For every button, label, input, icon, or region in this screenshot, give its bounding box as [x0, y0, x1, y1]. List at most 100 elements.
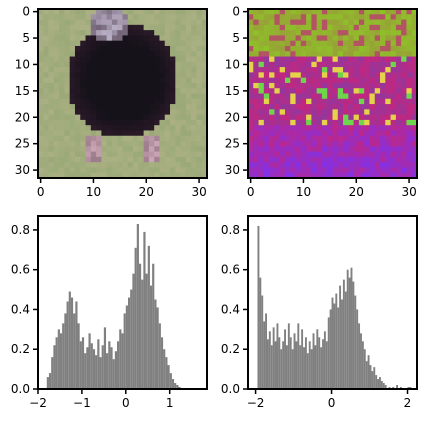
image-pixel — [48, 82, 55, 89]
image-pixel — [80, 82, 86, 89]
image-pixel — [80, 56, 86, 63]
image-pixel — [274, 45, 281, 52]
image-pixel — [191, 114, 197, 121]
image-pixel — [406, 72, 413, 79]
image-pixel — [133, 45, 139, 52]
image-pixel — [332, 35, 339, 42]
image-pixel — [290, 56, 296, 63]
image-pixel — [175, 156, 181, 163]
image-pixel — [127, 77, 134, 84]
histogram-bar — [276, 323, 279, 389]
image-pixel — [122, 151, 129, 158]
x-tick-label: 1 — [166, 396, 174, 410]
image-pixel — [185, 167, 192, 174]
image-pixel — [406, 135, 413, 142]
image-pixel — [269, 88, 275, 94]
y-tick-label: 0.4 — [11, 302, 30, 316]
image-pixel — [401, 9, 407, 15]
image-pixel — [332, 14, 339, 20]
image-pixel — [369, 24, 376, 31]
image-pixel — [164, 35, 171, 42]
image-pixel — [111, 45, 118, 52]
image-pixel — [80, 77, 86, 84]
image-pixel — [59, 24, 65, 31]
image-pixel — [364, 98, 370, 105]
image-pixel — [180, 14, 187, 20]
image-pixel — [369, 162, 376, 168]
image-pixel — [385, 82, 391, 89]
image-pixel — [306, 88, 312, 94]
image-pixel — [390, 104, 397, 110]
image-pixel — [143, 135, 150, 142]
image-pixel — [85, 88, 92, 94]
image-pixel — [295, 45, 302, 52]
image-pixel — [170, 167, 176, 174]
image-pixel — [263, 72, 270, 79]
image-pixel — [295, 14, 302, 20]
image-pixel — [133, 51, 139, 57]
image-pixel — [201, 82, 208, 89]
image-pixel — [164, 88, 171, 94]
image-pixel — [364, 51, 370, 57]
image-pixel — [148, 93, 155, 100]
image-pixel — [284, 72, 291, 79]
image-pixel — [406, 146, 413, 152]
image-pixel — [170, 162, 176, 168]
image-pixel — [395, 24, 402, 31]
image-pixel — [59, 82, 65, 89]
image-pixel — [274, 141, 281, 147]
image-pixel — [401, 167, 407, 174]
image-pixel — [253, 146, 259, 152]
image-pixel — [300, 156, 307, 163]
image-pixel — [401, 98, 407, 105]
image-pixel — [306, 130, 312, 137]
image-pixel — [390, 130, 397, 137]
image-pixel — [154, 156, 160, 163]
image-pixel — [290, 61, 296, 68]
image-pixel — [96, 172, 102, 179]
image-pixel — [127, 9, 134, 15]
histogram-bar — [285, 345, 288, 389]
image-pixel — [59, 135, 65, 142]
y-tick-label: 0.6 — [221, 263, 240, 277]
image-pixel — [90, 51, 97, 57]
image-pixel — [269, 156, 275, 163]
image-pixel — [327, 130, 333, 137]
image-pixel — [337, 67, 344, 73]
image-pixel — [43, 19, 49, 26]
image-pixel — [401, 14, 407, 20]
histogram-bar — [350, 267, 353, 389]
image-pixel — [80, 135, 86, 142]
image-pixel — [337, 61, 344, 68]
image-pixel — [74, 156, 81, 163]
image-pixel — [284, 162, 291, 168]
image-pixel — [248, 24, 254, 31]
image-pixel — [133, 35, 139, 42]
image-pixel — [148, 119, 155, 126]
image-pixel — [295, 119, 302, 126]
image-pixel — [316, 93, 323, 100]
image-pixel — [358, 141, 365, 147]
image-pixel — [337, 151, 344, 158]
image-pixel — [348, 24, 355, 31]
x-tick-label: 0 — [122, 396, 130, 410]
image-pixel — [122, 135, 129, 142]
image-pixel — [133, 135, 139, 142]
image-pixel — [353, 151, 360, 158]
image-pixel — [411, 98, 418, 105]
image-pixel — [196, 93, 203, 100]
image-pixel — [353, 19, 360, 26]
image-pixel — [90, 109, 97, 116]
image-pixel — [38, 167, 44, 174]
image-pixel — [332, 167, 339, 174]
image-pixel — [38, 125, 44, 131]
image-pixel — [101, 156, 108, 163]
image-pixel — [321, 141, 328, 147]
image-pixel — [337, 77, 344, 84]
image-pixel — [59, 93, 65, 100]
image-pixel — [284, 141, 291, 147]
image-pixel — [321, 14, 328, 20]
image-pixel — [295, 130, 302, 137]
image-pixel — [327, 45, 333, 52]
image-pixel — [258, 125, 265, 131]
